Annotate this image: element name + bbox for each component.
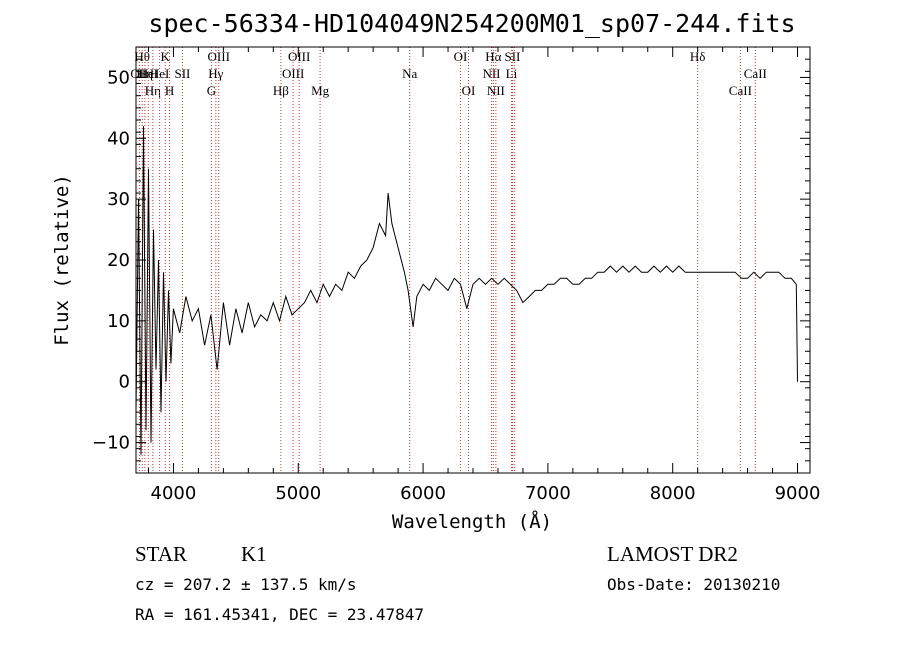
spectral-line-label: Hη [145,83,161,98]
x-axis-ticks: 4000 5000 6000 7000 8000 9000 [147,47,821,504]
spectral-line-label: HeI [150,66,170,81]
spectral-line-label: G [207,83,216,98]
redshift-velocity: cz = 207.2 ± 137.5 km/s [135,575,357,594]
spectral-line-label: K [161,49,171,64]
y-tick-label: 40 [107,128,130,149]
spectral-line-label: OIII [282,66,304,81]
object-subclass: K1 [241,542,267,566]
spectral-line-label: Hα [485,49,501,64]
y-axis-ticks: −10 0 10 20 30 40 50 [92,46,810,474]
survey-name: LAMOST DR2 [607,542,738,566]
observation-date: Obs-Date: 20130210 [607,575,780,594]
x-axis-label: Wavelength (Å) [392,510,552,533]
x-tick-label: 8000 [650,483,696,504]
spectral-line-label: Hγ [208,66,223,81]
spectral-line-label: SII [504,49,520,64]
spectral-line-label: Hθ [134,49,150,64]
spectrum-line [135,126,798,455]
spectral-line-label: Hβ [273,83,289,98]
spectral-line-label: SII [174,66,190,81]
spectral-line-label: OI [454,49,468,64]
x-tick-label: 7000 [525,483,571,504]
spectral-lines-layer: OIIHθHηHeIHηHeIKHSIIGHγOIIIHβOIIIOIIIMgN… [130,47,767,473]
spectral-line-label: Hδ [690,49,706,64]
y-tick-label: 20 [107,250,130,271]
spectral-line-label: CaII [729,83,752,98]
spectral-line-label: OIII [208,49,230,64]
spectral-line-label: Mg [311,83,330,98]
x-tick-label: 6000 [400,483,446,504]
y-tick-label: 30 [107,189,130,210]
y-tick-label: 0 [119,372,130,393]
spectral-line-label: OIII [288,49,310,64]
spectral-line-label: NII [487,83,505,98]
x-tick-label: 5000 [275,483,321,504]
x-tick-label: 9000 [775,483,821,504]
spectral-line-label: OI [462,83,476,98]
plot-frame [135,46,811,474]
y-tick-label: −10 [92,433,130,454]
ra-dec: RA = 161.45341, DEC = 23.47847 [135,605,424,624]
y-tick-label: 10 [107,311,130,332]
spectral-line-label: CaII [744,66,767,81]
spectral-line-label: Li [506,66,518,81]
object-class: STAR [135,542,187,566]
y-tick-label: 50 [107,67,130,88]
x-tick-label: 4000 [151,483,197,504]
spectral-line-label: H [165,83,174,98]
spectral-line-label: NII [482,66,500,81]
spectral-line-label: Na [402,66,417,81]
chart-title: spec-56334-HD104049N254200M01_sp07-244.f… [148,9,795,38]
y-axis-label: Flux (relative) [51,174,73,346]
